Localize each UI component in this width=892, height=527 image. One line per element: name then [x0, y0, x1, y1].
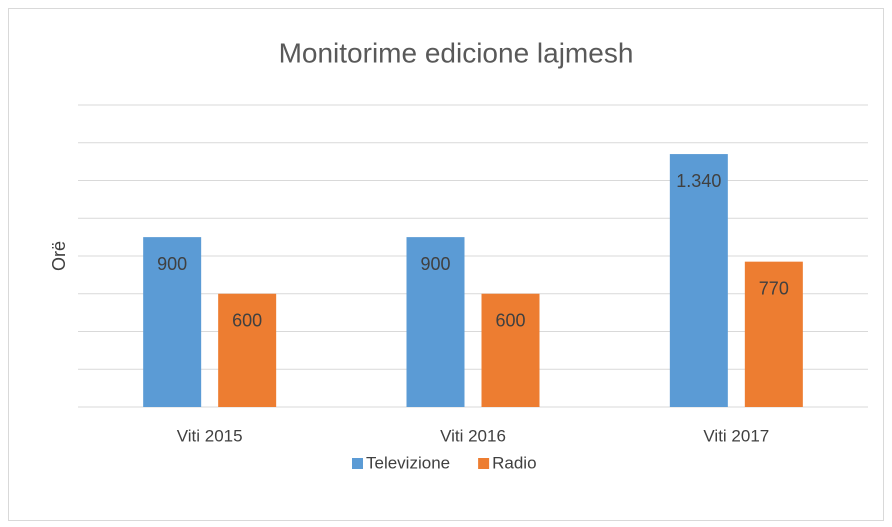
- data-label: 900: [157, 254, 187, 274]
- legend-swatch: [478, 458, 490, 469]
- y-axis-label: Orë: [49, 241, 69, 271]
- bar: [218, 293, 277, 407]
- legend-label: Radio: [492, 453, 536, 472]
- data-label: 600: [495, 311, 525, 331]
- chart-title: Monitorime edicione lajmesh: [279, 37, 634, 68]
- x-tick-label: Viti 2017: [703, 426, 769, 445]
- data-label: 900: [420, 254, 450, 274]
- data-label: 770: [759, 278, 789, 298]
- bar: [744, 261, 803, 407]
- bar: [406, 237, 465, 407]
- legend-swatch: [352, 458, 363, 469]
- bar: [143, 237, 202, 407]
- bar: [669, 154, 728, 407]
- data-label: 600: [232, 311, 262, 331]
- legend-label: Televizione: [366, 453, 450, 472]
- data-label: 1.340: [676, 171, 721, 191]
- x-tick-label: Viti 2015: [177, 426, 243, 445]
- bar: [481, 293, 540, 407]
- x-tick-label: Viti 2016: [440, 426, 506, 445]
